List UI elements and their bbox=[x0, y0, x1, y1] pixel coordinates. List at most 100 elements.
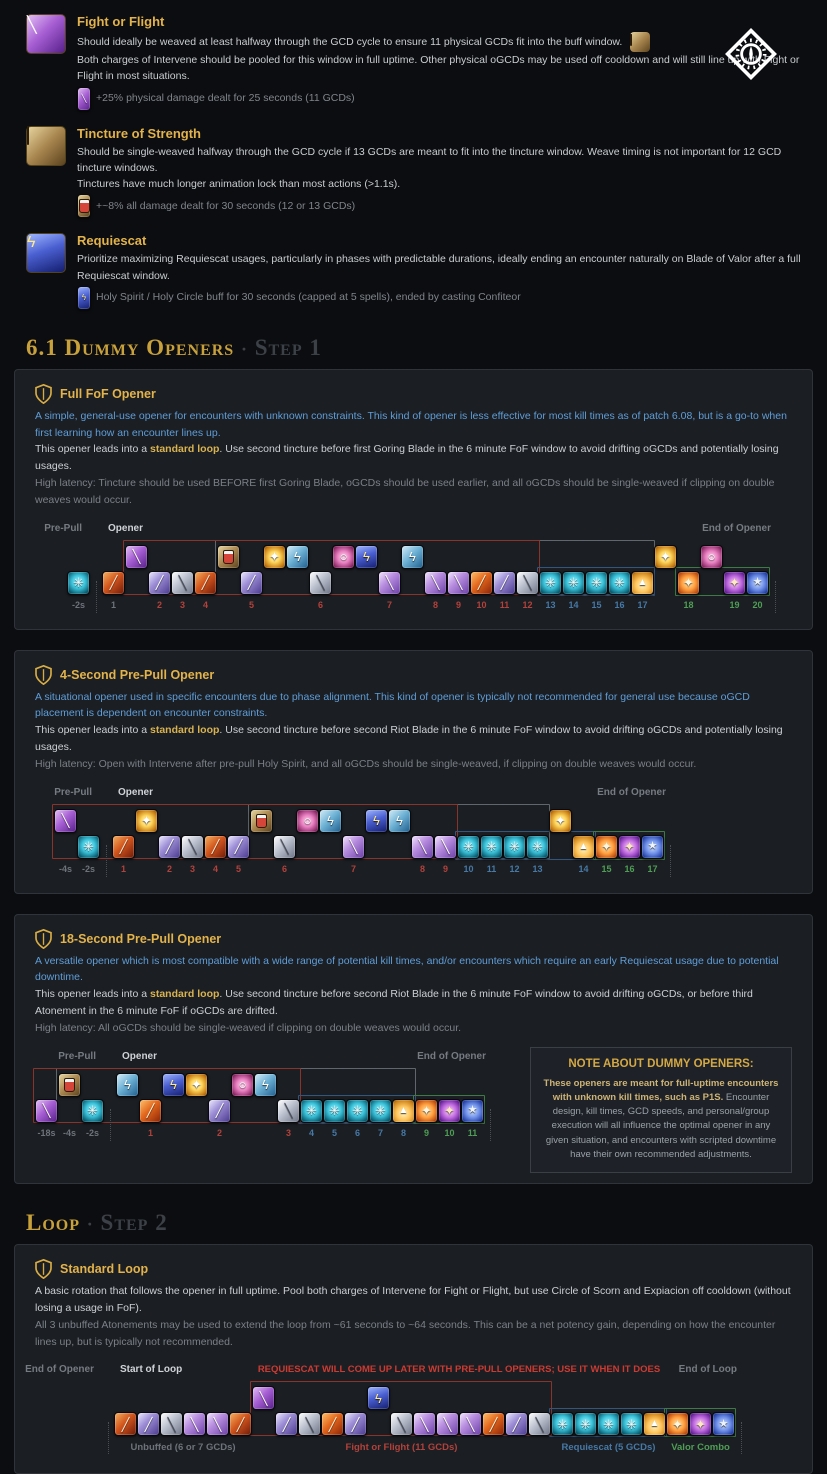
expiacion-icon[interactable] bbox=[549, 808, 572, 833]
fast-blade-icon[interactable] bbox=[114, 1412, 137, 1437]
royal-authority-icon[interactable] bbox=[181, 834, 204, 859]
royal-authority-icon[interactable] bbox=[277, 1098, 300, 1123]
circle-of-scorn-icon[interactable] bbox=[332, 544, 355, 569]
circle-of-scorn-icon[interactable] bbox=[231, 1072, 254, 1097]
riot-blade-icon[interactable] bbox=[158, 834, 181, 859]
blade-of-faith-icon[interactable] bbox=[666, 1412, 689, 1437]
fight-or-flight-icon[interactable] bbox=[54, 808, 77, 833]
riot-blade-icon[interactable] bbox=[275, 1412, 298, 1437]
tincture-icon[interactable] bbox=[630, 32, 651, 52]
blade-of-truth-icon[interactable] bbox=[689, 1412, 712, 1437]
standard-loop-link[interactable]: standard loop bbox=[150, 988, 220, 1001]
fight-or-flight-icon[interactable] bbox=[26, 14, 66, 54]
atonement-icon[interactable] bbox=[434, 834, 457, 859]
circle-of-scorn-icon[interactable] bbox=[296, 808, 319, 833]
holy-spirit-icon[interactable] bbox=[346, 1098, 369, 1123]
royal-authority-icon[interactable] bbox=[390, 1412, 413, 1437]
riot-blade-icon[interactable] bbox=[344, 1412, 367, 1437]
atonement-icon[interactable] bbox=[424, 570, 447, 595]
atonement-icon[interactable] bbox=[436, 1412, 459, 1437]
blade-of-valor-icon[interactable] bbox=[641, 834, 664, 859]
holy-spirit-icon[interactable] bbox=[457, 834, 480, 859]
blade-of-truth-icon[interactable] bbox=[618, 834, 641, 859]
blade-of-truth-icon[interactable] bbox=[438, 1098, 461, 1123]
fast-blade-icon[interactable] bbox=[229, 1412, 252, 1437]
confiteor-icon[interactable] bbox=[643, 1412, 666, 1437]
holy-spirit-icon[interactable] bbox=[77, 834, 100, 859]
blade-of-valor-icon[interactable] bbox=[746, 570, 769, 595]
royal-authority-icon[interactable] bbox=[528, 1412, 551, 1437]
blade-of-faith-icon[interactable] bbox=[677, 570, 700, 595]
holy-spirit-icon[interactable] bbox=[539, 570, 562, 595]
standard-loop-link[interactable]: standard loop bbox=[150, 724, 220, 737]
blade-of-valor-icon[interactable] bbox=[712, 1412, 735, 1437]
holy-spirit-icon[interactable] bbox=[585, 570, 608, 595]
requiescat-icon[interactable] bbox=[365, 808, 388, 833]
blade-of-valor-icon[interactable] bbox=[461, 1098, 484, 1123]
confiteor-icon[interactable] bbox=[631, 570, 654, 595]
holy-spirit-icon[interactable] bbox=[300, 1098, 323, 1123]
atonement-icon[interactable] bbox=[413, 1412, 436, 1437]
atonement-icon[interactable] bbox=[459, 1412, 482, 1437]
confiteor-icon[interactable] bbox=[572, 834, 595, 859]
standard-loop-link[interactable]: standard loop bbox=[150, 443, 220, 456]
riot-blade-icon[interactable] bbox=[240, 570, 263, 595]
blade-of-truth-icon[interactable] bbox=[723, 570, 746, 595]
riot-blade-icon[interactable] bbox=[148, 570, 171, 595]
expiacion-icon[interactable] bbox=[654, 544, 677, 569]
circle-of-scorn-icon[interactable] bbox=[700, 544, 723, 569]
blade-of-faith-icon[interactable] bbox=[595, 834, 618, 859]
confiteor-icon[interactable] bbox=[392, 1098, 415, 1123]
holy-spirit-icon[interactable] bbox=[597, 1412, 620, 1437]
atonement-icon[interactable] bbox=[447, 570, 470, 595]
goring-blade-icon[interactable] bbox=[482, 1412, 505, 1437]
goring-blade-icon[interactable] bbox=[470, 570, 493, 595]
fast-blade-icon[interactable] bbox=[102, 570, 125, 595]
intervene-icon[interactable] bbox=[319, 808, 342, 833]
fast-blade-icon[interactable] bbox=[112, 834, 135, 859]
tincture-icon[interactable] bbox=[58, 1072, 81, 1097]
riot-blade-icon[interactable] bbox=[493, 570, 516, 595]
atonement-icon[interactable] bbox=[183, 1412, 206, 1437]
holy-spirit-icon[interactable] bbox=[608, 570, 631, 595]
fight-or-flight-icon[interactable] bbox=[252, 1386, 275, 1411]
royal-authority-icon[interactable] bbox=[516, 570, 539, 595]
holy-spirit-icon[interactable] bbox=[67, 570, 90, 595]
holy-spirit-icon[interactable] bbox=[551, 1412, 574, 1437]
royal-authority-icon[interactable] bbox=[309, 570, 332, 595]
riot-blade-icon[interactable] bbox=[137, 1412, 160, 1437]
holy-spirit-icon[interactable] bbox=[323, 1098, 346, 1123]
holy-spirit-icon[interactable] bbox=[369, 1098, 392, 1123]
intervene-icon[interactable] bbox=[401, 544, 424, 569]
riot-blade-icon[interactable] bbox=[208, 1098, 231, 1123]
holy-spirit-icon[interactable] bbox=[574, 1412, 597, 1437]
holy-spirit-icon[interactable] bbox=[620, 1412, 643, 1437]
holy-spirit-icon[interactable] bbox=[526, 834, 549, 859]
requiescat-icon[interactable] bbox=[367, 1386, 390, 1411]
tincture-icon[interactable] bbox=[217, 544, 240, 569]
royal-authority-icon[interactable] bbox=[273, 834, 296, 859]
riot-blade-icon[interactable] bbox=[505, 1412, 528, 1437]
fight-or-flight-icon[interactable] bbox=[125, 544, 148, 569]
fast-blade-icon[interactable] bbox=[194, 570, 217, 595]
expiacion-icon[interactable] bbox=[185, 1072, 208, 1097]
fight-or-flight-icon[interactable] bbox=[35, 1098, 58, 1123]
intervene-icon[interactable] bbox=[388, 808, 411, 833]
atonement-icon[interactable] bbox=[378, 570, 401, 595]
royal-authority-icon[interactable] bbox=[160, 1412, 183, 1437]
atonement-icon[interactable] bbox=[206, 1412, 229, 1437]
goring-blade-icon[interactable] bbox=[139, 1098, 162, 1123]
requiescat-icon[interactable] bbox=[355, 544, 378, 569]
atonement-icon[interactable] bbox=[342, 834, 365, 859]
requiescat-icon[interactable] bbox=[162, 1072, 185, 1097]
atonement-icon[interactable] bbox=[411, 834, 434, 859]
expiacion-icon[interactable] bbox=[135, 808, 158, 833]
royal-authority-icon[interactable] bbox=[171, 570, 194, 595]
intervene-icon[interactable] bbox=[286, 544, 309, 569]
blade-of-faith-icon[interactable] bbox=[415, 1098, 438, 1123]
requiescat-icon[interactable] bbox=[26, 233, 66, 274]
goring-blade-icon[interactable] bbox=[321, 1412, 344, 1437]
intervene-icon[interactable] bbox=[254, 1072, 277, 1097]
tincture-icon[interactable] bbox=[250, 808, 273, 833]
holy-spirit-icon[interactable] bbox=[503, 834, 526, 859]
